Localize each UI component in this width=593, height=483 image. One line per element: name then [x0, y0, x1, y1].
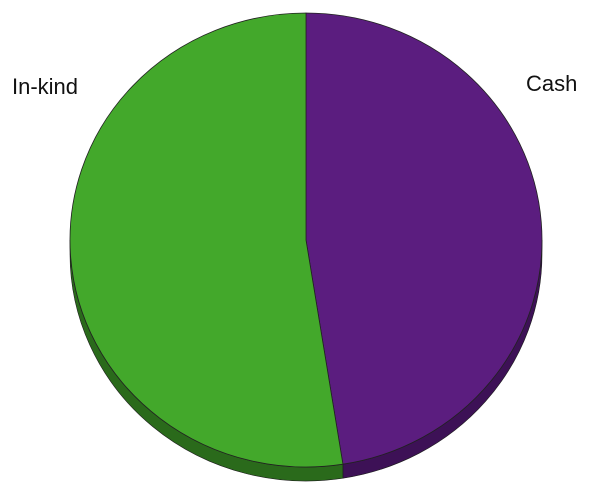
slice-label-cash: Cash: [526, 71, 577, 96]
slice-label-in-kind: In-kind: [12, 74, 78, 99]
pie-slice-in-kind: [69, 12, 344, 468]
pie-slice-cash: [305, 12, 543, 465]
pie-top: [69, 12, 543, 468]
